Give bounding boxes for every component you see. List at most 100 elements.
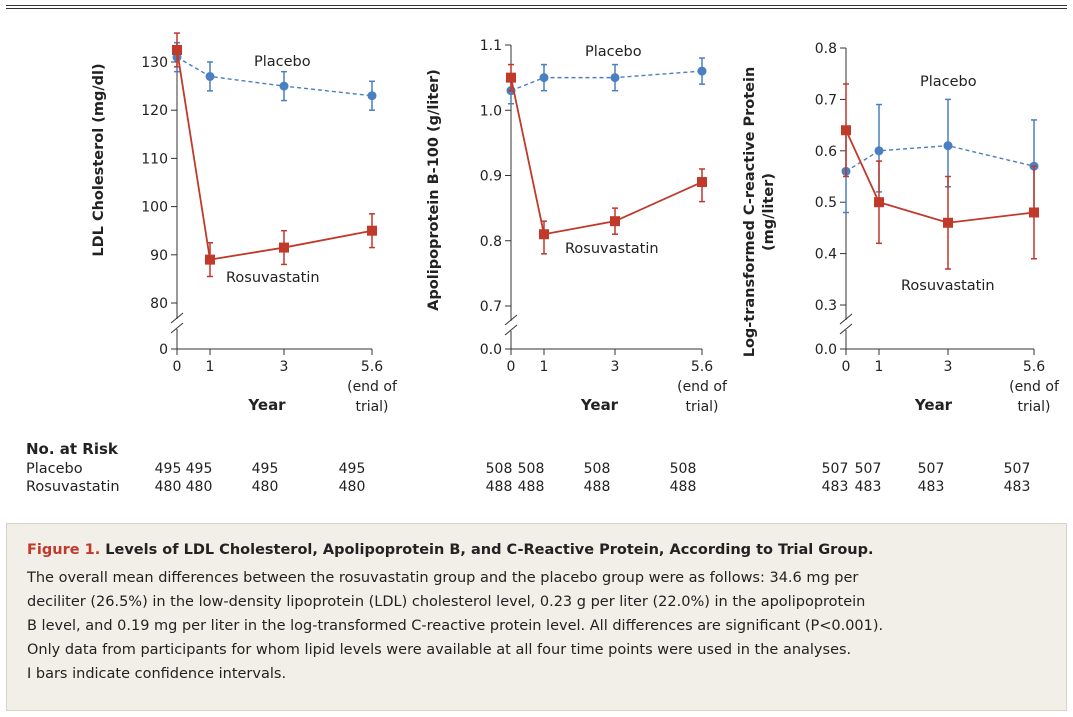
at-risk-count: 488 <box>518 479 545 495</box>
placebo-line <box>176 56 373 97</box>
placebo-point <box>610 73 620 83</box>
at-risk-count: 483 <box>1004 479 1031 495</box>
x-axis-label: Year <box>914 396 953 414</box>
at-risk-count: 480 <box>252 479 279 495</box>
placebo-point <box>874 146 884 156</box>
at-risk-count: 507 <box>855 461 882 477</box>
x-tick-label: 1 <box>206 359 215 375</box>
placebo-point <box>943 141 953 151</box>
at-risk-count: 508 <box>670 461 697 477</box>
y-axis-label: LDL Cholesterol (mg/dl) <box>91 63 107 256</box>
caption-line: The overall mean differences between the… <box>27 570 859 586</box>
placebo-line <box>510 70 703 92</box>
y-tick-label: 0 <box>159 342 168 358</box>
y-tick-label: 1.1 <box>480 38 502 54</box>
rosuvastatin-point <box>610 216 620 227</box>
x-tick-label: 1 <box>540 359 549 375</box>
at-risk-count: 508 <box>584 461 611 477</box>
rosuvastatin-point <box>367 225 377 236</box>
series-label-placebo: Placebo <box>920 74 977 90</box>
at-risk-count: 480 <box>339 479 366 495</box>
end-of-trial-note: (end of <box>1009 379 1060 395</box>
at-risk-count: 507 <box>822 461 849 477</box>
x-axis-label: Year <box>580 396 619 414</box>
y-tick-label: 0.4 <box>815 247 837 263</box>
at-risk-row-label: Rosuvastatin <box>26 479 120 495</box>
placebo-point <box>279 81 289 91</box>
caption-line: B level, and 0.19 mg per liter in the lo… <box>27 618 884 634</box>
y-tick-label: 0.8 <box>480 234 502 250</box>
rosuvastatin-point <box>697 177 707 188</box>
x-tick-label: 5.6 <box>361 359 383 375</box>
y-tick-label: 0.7 <box>480 299 502 315</box>
at-risk-count: 480 <box>186 479 213 495</box>
y-tick-label: 0.5 <box>815 195 837 211</box>
at-risk-count: 507 <box>1004 461 1031 477</box>
y-tick-label: 100 <box>141 200 168 216</box>
caption-line: I bars indicate confidence intervals. <box>27 666 287 682</box>
placebo-line <box>845 144 1035 172</box>
y-tick-label: 0.9 <box>480 169 502 185</box>
at-risk-count: 495 <box>186 461 213 477</box>
y-tick-label: 1.0 <box>480 103 502 119</box>
x-tick-label: 3 <box>611 359 620 375</box>
end-of-trial-note: (end of <box>347 379 398 395</box>
figure-title: Levels of LDL Cholesterol, Apolipoprotei… <box>105 542 874 558</box>
at-risk-count: 488 <box>486 479 513 495</box>
caption-line: Only data from participants for whom lip… <box>27 642 852 658</box>
rosuvastatin-line <box>845 129 1035 224</box>
series-label-rosuvastatin: Rosuvastatin <box>226 270 320 286</box>
y-tick-label: 90 <box>150 248 168 264</box>
placebo-point <box>367 91 377 101</box>
at-risk-count: 508 <box>486 461 513 477</box>
y-tick-label: 0.3 <box>815 298 837 314</box>
at-risk-count: 495 <box>155 461 182 477</box>
at-risk-count: 483 <box>855 479 882 495</box>
x-tick-label: 3 <box>944 359 953 375</box>
x-tick-label: 3 <box>280 359 289 375</box>
axis-break-mark <box>839 323 853 335</box>
rosuvastatin-line <box>176 49 373 261</box>
y-tick-label: 130 <box>141 55 168 71</box>
end-of-trial-note: trial) <box>355 399 388 415</box>
axis-break-mark <box>504 324 518 336</box>
rosuvastatin-point <box>1029 207 1039 218</box>
series-label-placebo: Placebo <box>254 54 311 70</box>
at-risk-count: 507 <box>918 461 945 477</box>
rosuvastatin-point <box>205 254 215 265</box>
caption-line: deciliter (26.5%) in the low-density lip… <box>27 594 866 610</box>
rosuvastatin-point <box>279 242 289 253</box>
end-of-trial-note: trial) <box>685 399 718 415</box>
y-tick-label: 0.0 <box>815 342 837 358</box>
at-risk-count: 508 <box>518 461 545 477</box>
at-risk-heading: No. at Risk <box>26 440 119 458</box>
x-axis-label: Year <box>247 396 286 414</box>
series-label-placebo: Placebo <box>585 44 642 60</box>
x-tick-label: 5.6 <box>691 359 713 375</box>
rosuvastatin-point <box>539 229 549 240</box>
at-risk-count: 488 <box>584 479 611 495</box>
rosuvastatin-line <box>510 77 703 236</box>
placebo-point <box>205 71 215 81</box>
x-tick-label: 5.6 <box>1023 359 1045 375</box>
axis-break-mark <box>170 322 184 334</box>
x-tick-label: 0 <box>173 359 182 375</box>
series-label-rosuvastatin: Rosuvastatin <box>901 278 995 294</box>
x-tick-label: 0 <box>507 359 516 375</box>
rosuvastatin-point <box>506 72 516 83</box>
rosuvastatin-point <box>874 197 884 208</box>
y-axis-label: (mg/liter) <box>761 173 777 251</box>
y-tick-label: 110 <box>141 151 168 167</box>
series-label-rosuvastatin: Rosuvastatin <box>565 241 659 257</box>
at-risk-count: 495 <box>252 461 279 477</box>
at-risk-count: 483 <box>822 479 849 495</box>
y-tick-label: 0.0 <box>480 342 502 358</box>
at-risk-count: 488 <box>670 479 697 495</box>
y-tick-label: 0.8 <box>815 41 837 57</box>
figure-label: Figure 1. <box>27 542 101 558</box>
top-rule <box>6 5 1067 9</box>
placebo-point <box>697 66 707 76</box>
y-axis-label: Log-transformed C-reactive Protein <box>742 67 758 358</box>
at-risk-count: 495 <box>339 461 366 477</box>
